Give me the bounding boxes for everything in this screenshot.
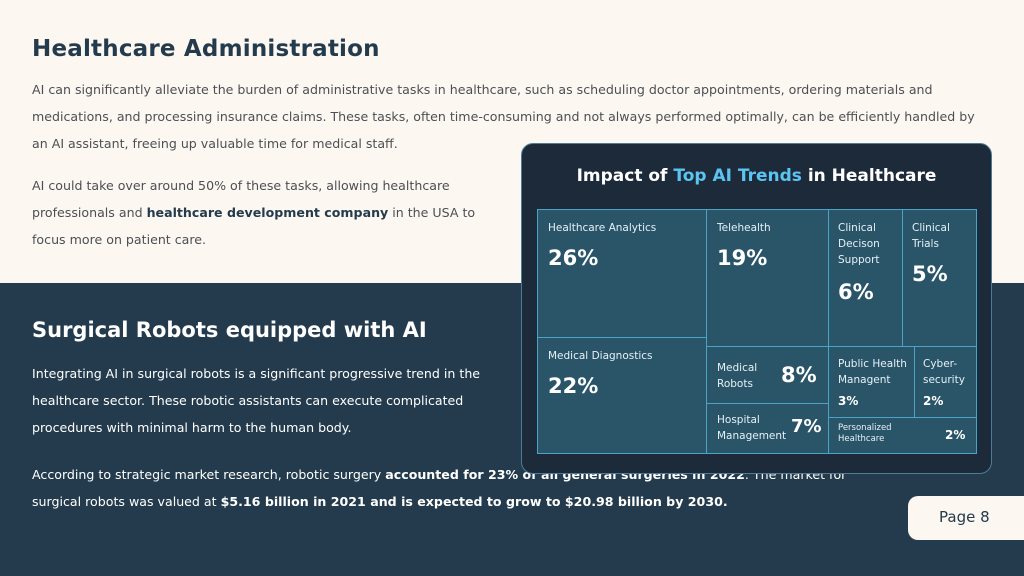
tile-hospital-management: Hospital Management 7% [706,403,829,454]
tile-label: Clinical Trials [912,222,950,250]
paragraph-admin-share-pre: AI could take over around 50% of these t… [32,178,450,220]
treemap-title-highlight: Top AI Trends [673,166,802,186]
page-number-badge: Page 8 [908,496,1024,540]
tile-label: Medical Diagnostics [548,350,653,362]
tile-value: 8% [781,363,817,387]
tile-clinical-decision-support: Clinical Decison Support 6% [828,209,903,347]
tile-value: 6% [838,280,874,304]
tile-value: 5% [912,262,948,286]
ai-trends-treemap-card: Impact of Top AI Trends in Healthcare He… [521,143,992,474]
tile-medical-robots: Medical Robots 8% [706,346,829,404]
paragraph-admin-share-post: in the USA to focus more on patient care… [32,205,476,247]
market-text-pre: According to strategic market research, … [32,467,386,482]
tile-value: 22% [548,374,599,398]
market-stat-value: $5.16 billion in 2021 and is expected to… [220,494,728,509]
treemap-title-post: in Healthcare [801,166,937,186]
tile-public-health-management: Public Health Managent 3% [828,346,915,418]
tile-label: Hospital Management [717,414,787,442]
section-title-surgical-robots: Surgical Robots equipped with AI [32,318,427,342]
tile-label: Public Health Managent [838,358,907,386]
tile-healthcare-analytics: Healthcare Analytics 26% [537,209,707,338]
tile-value: 3% [838,394,859,408]
tile-medical-diagnostics: Medical Diagnostics 22% [537,337,707,454]
treemap-title-pre: Impact of [576,166,674,186]
tile-clinical-trials: Clinical Trials 5% [902,209,977,347]
tile-label: Personalized Healthcare [838,423,892,444]
section-title-healthcare-administration: Healthcare Administration [32,36,380,62]
tile-label: Clinical Decison Support [838,222,880,266]
tile-value: 26% [548,246,599,270]
tile-cyber-security: Cyber-security 2% [914,346,977,418]
tile-label: Healthcare Analytics [548,222,657,234]
paragraph-surgical-robots: Integrating AI in surgical robots is a s… [32,366,481,435]
tile-telehealth: Telehealth 19% [706,209,829,347]
healthcare-development-company-link[interactable]: healthcare development company [146,205,389,220]
tile-label: Telehealth [717,222,771,234]
tile-label: Medical Robots [717,362,758,390]
treemap-title: Impact of Top AI Trends in Healthcare [522,166,991,186]
tile-value: 2% [945,428,966,442]
tile-value: 7% [791,416,822,437]
page-number-label: Page 8 [939,508,990,526]
tile-value: 2% [923,394,944,408]
paragraph-admin-tasks: AI can significantly alleviate the burde… [32,82,975,151]
tile-personalized-healthcare: Personalized Healthcare 2% [828,417,977,454]
paragraph-admin-share: AI could take over around 50% of these t… [32,172,502,253]
tile-label: Cyber-security [923,358,965,386]
tile-value: 19% [717,246,768,270]
